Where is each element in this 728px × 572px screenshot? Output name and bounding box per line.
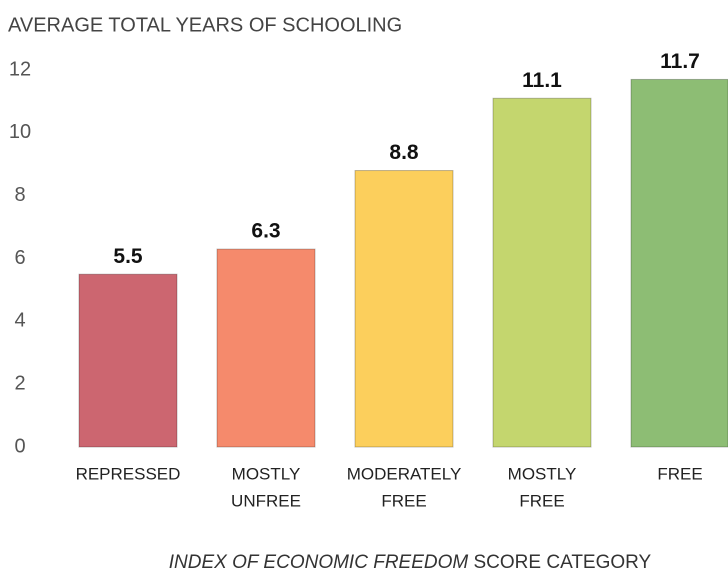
- value-label: 6.3: [251, 220, 280, 243]
- y-tick-label: 12: [9, 58, 31, 80]
- chart-title: AVERAGE TOTAL YEARS OF SCHOOLING: [8, 14, 402, 36]
- x-tick-label: FREE: [519, 491, 564, 510]
- bar: [354, 170, 454, 448]
- value-label: 5.5: [113, 245, 143, 268]
- x-tick-label: REPRESSED: [76, 464, 181, 483]
- x-tick-label: FREE: [381, 491, 426, 510]
- y-tick-label: 0: [14, 435, 25, 457]
- x-tick-label: UNFREE: [231, 491, 301, 510]
- x-tick-label: MOSTLY: [508, 464, 577, 483]
- bar: [492, 97, 592, 448]
- y-tick-label: 6: [14, 247, 25, 269]
- bar: [216, 248, 316, 448]
- value-label: 8.8: [389, 141, 419, 164]
- x-tick-label: MOSTLY: [232, 464, 301, 483]
- value-label: 11.1: [522, 69, 562, 92]
- x-axis-label-italic: INDEX OF ECONOMIC FREEDOM: [169, 552, 469, 572]
- y-tick-label: 10: [9, 121, 31, 143]
- x-tick-label: MODERATELY: [347, 464, 462, 483]
- y-tick-label: 2: [14, 372, 25, 394]
- x-tick-label: FREE: [657, 464, 702, 483]
- x-axis-label-rest: SCORE CATEGORY: [474, 552, 652, 572]
- y-tick-label: 4: [14, 310, 25, 332]
- y-tick-label: 8: [14, 184, 25, 206]
- bar: [630, 78, 728, 448]
- x-axis-label: INDEX OF ECONOMIC FREEDOM SCORE CATEGORY: [169, 552, 652, 572]
- value-label: 11.7: [660, 50, 700, 73]
- bar: [78, 273, 178, 448]
